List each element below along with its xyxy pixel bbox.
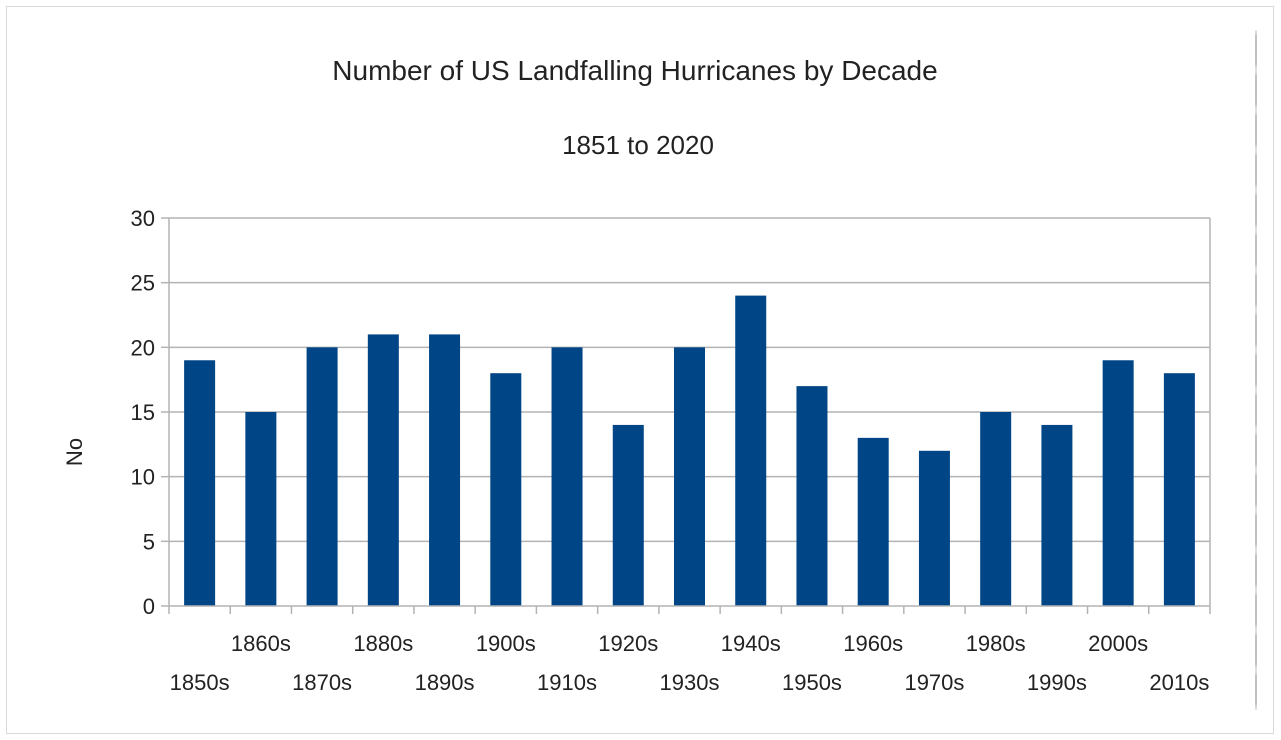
bar (1163, 373, 1195, 606)
x-tick-labels: 1850s1860s1870s1880s1890s1900s1910s1920s… (170, 631, 1210, 695)
x-tick-label: 1970s (904, 670, 964, 695)
x-tick-label: 1860s (231, 631, 291, 656)
axes (161, 217, 1211, 614)
y-tick-labels: 0 5 10 15 20 25 30 (131, 206, 155, 619)
y-tick-label: 5 (143, 529, 155, 554)
y-axis-label: No (62, 438, 87, 466)
bar (1041, 424, 1073, 606)
bar (857, 437, 889, 606)
x-tick-label: 1990s (1027, 670, 1087, 695)
x-tick-label: 1980s (966, 631, 1026, 656)
bar (612, 424, 644, 606)
x-tick-label: 1870s (292, 670, 352, 695)
x-tick-label: 1850s (170, 670, 230, 695)
x-tick-label: 1930s (660, 670, 720, 695)
bar (184, 360, 216, 606)
x-tick-label: 2010s (1149, 670, 1209, 695)
x-tick-label: 1890s (415, 670, 475, 695)
y-tick-label: 25 (131, 271, 155, 296)
x-tick-label: 1920s (598, 631, 658, 656)
x-tick-label: 2000s (1088, 631, 1148, 656)
chart-frame (6, 6, 1274, 734)
x-tick-label: 1880s (353, 631, 413, 656)
x-tick-label: 1950s (782, 670, 842, 695)
x-tick-label: 1910s (537, 670, 597, 695)
bar (1102, 360, 1134, 606)
bar (551, 347, 583, 606)
x-tick-label: 1960s (843, 631, 903, 656)
frame-handle-dots (1255, 30, 1257, 710)
y-tick-label: 15 (131, 400, 155, 425)
x-tick-label: 1900s (476, 631, 536, 656)
chart-title: Number of US Landfalling Hurricanes by D… (332, 55, 937, 86)
bar (245, 412, 277, 606)
bar (674, 347, 705, 606)
bar (796, 386, 828, 606)
chart-subtitle: 1851 to 2020 (562, 130, 714, 160)
y-tick-label: 20 (131, 335, 155, 360)
bar (980, 412, 1012, 606)
bars (184, 295, 1195, 606)
y-tick-label: 30 (131, 206, 155, 231)
y-tick-label: 10 (131, 465, 155, 490)
x-tick-label: 1940s (721, 631, 781, 656)
bar (429, 334, 461, 606)
bar (490, 373, 522, 606)
bar (918, 450, 950, 606)
bar (735, 295, 767, 606)
bar (306, 347, 338, 606)
y-tick-label: 0 (143, 594, 155, 619)
bar (367, 334, 399, 606)
